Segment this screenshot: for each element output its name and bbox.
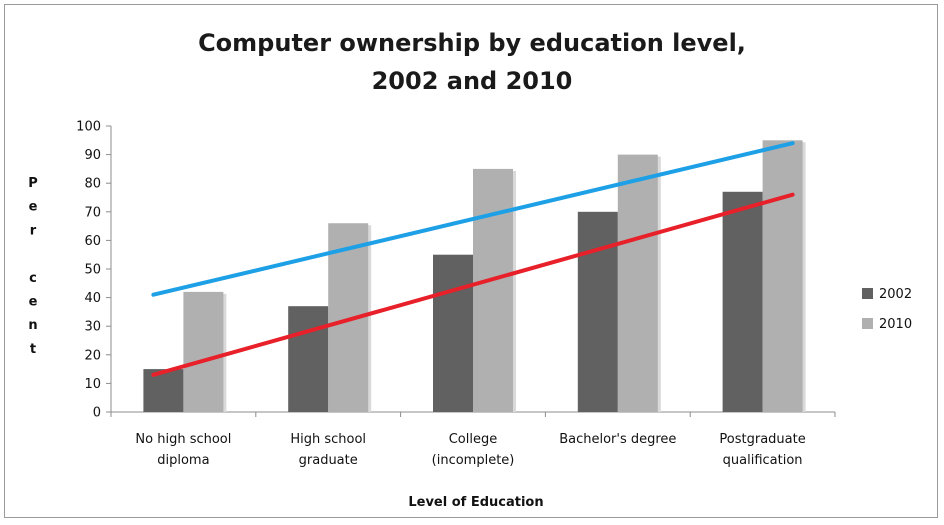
y-axis-label-letter: r bbox=[30, 223, 37, 238]
x-category-label: (incomplete) bbox=[432, 453, 515, 468]
x-axis-label: Level of Education bbox=[408, 495, 543, 510]
y-tick-label: 40 bbox=[84, 291, 101, 306]
legend-swatch-2010 bbox=[862, 318, 873, 329]
bar-2010 bbox=[473, 168, 513, 412]
y-tick-label: 50 bbox=[84, 263, 101, 278]
x-category-label: qualification bbox=[723, 453, 803, 468]
chart-title-line1: Computer ownership by education level, bbox=[198, 29, 746, 57]
x-category-label: Postgraduate bbox=[719, 432, 805, 447]
y-tick-label: 70 bbox=[84, 205, 101, 220]
trend-line-2010 bbox=[151, 141, 795, 297]
x-category-label: No high school bbox=[135, 432, 231, 447]
y-axis-label-letter: n bbox=[28, 318, 37, 333]
y-axis-label-letter: t bbox=[30, 342, 36, 357]
x-category-label: diploma bbox=[157, 453, 209, 468]
y-tick-label: 90 bbox=[84, 148, 101, 163]
y-tick-label: 30 bbox=[84, 320, 101, 335]
y-axis-label-letter: e bbox=[29, 295, 38, 310]
x-category-label: Bachelor's degree bbox=[559, 432, 676, 447]
y-tick-label: 10 bbox=[84, 377, 101, 392]
y-tick-label: 80 bbox=[84, 177, 101, 192]
bar-2010 bbox=[183, 291, 224, 412]
y-axis-label-letter: c bbox=[29, 271, 37, 286]
y-tick-label: 20 bbox=[84, 348, 101, 363]
y-tick-label: 0 bbox=[93, 406, 101, 421]
y-tick-label: 60 bbox=[84, 234, 101, 249]
bar-2002 bbox=[433, 254, 473, 412]
bar-2002 bbox=[288, 306, 329, 412]
bar-2002 bbox=[577, 211, 618, 412]
y-tick-label: 100 bbox=[76, 120, 101, 135]
x-category-label: High school bbox=[290, 432, 366, 447]
legend-swatch-2002 bbox=[862, 288, 873, 299]
y-axis-label-letter: e bbox=[29, 200, 38, 215]
bar-2002 bbox=[722, 191, 763, 412]
bar-2010 bbox=[617, 154, 658, 412]
x-category-label: graduate bbox=[299, 453, 358, 468]
y-axis-label-letter: P bbox=[28, 176, 38, 191]
legend-label-2002: 2002 bbox=[879, 287, 912, 302]
bar-2002 bbox=[143, 369, 184, 412]
trend-line-2002 bbox=[151, 192, 795, 377]
x-category-label: College bbox=[449, 432, 498, 447]
legend-label-2010: 2010 bbox=[879, 317, 912, 332]
chart-title-line2: 2002 and 2010 bbox=[371, 67, 573, 95]
bar-2010 bbox=[762, 140, 803, 413]
